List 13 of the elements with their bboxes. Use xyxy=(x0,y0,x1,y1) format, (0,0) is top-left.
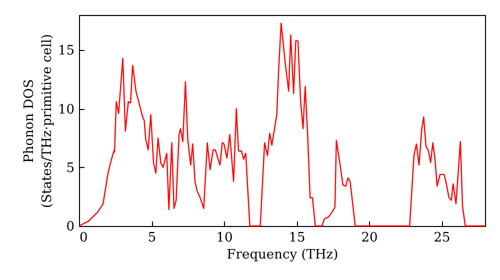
line-series xyxy=(78,22,486,227)
x-tick-label: 10 xyxy=(216,230,233,246)
y-tick-label: 10 xyxy=(58,102,74,118)
y-tick-label: 5 xyxy=(66,160,74,176)
x-tick-label: 15 xyxy=(288,230,306,246)
y-tick-label: 15 xyxy=(58,44,74,59)
y-tick-label: 0 xyxy=(66,220,74,234)
x-tick-label: 20 xyxy=(361,230,378,246)
x-tick-label: 5 xyxy=(148,230,156,246)
x-tick-label: 0 xyxy=(80,230,88,246)
y-axis-title: Phonon DOS (States/THz·primitive cell) xyxy=(22,34,55,208)
x-axis-title: Frequency (THz) xyxy=(226,248,338,262)
x-tick-label: 25 xyxy=(434,230,450,246)
